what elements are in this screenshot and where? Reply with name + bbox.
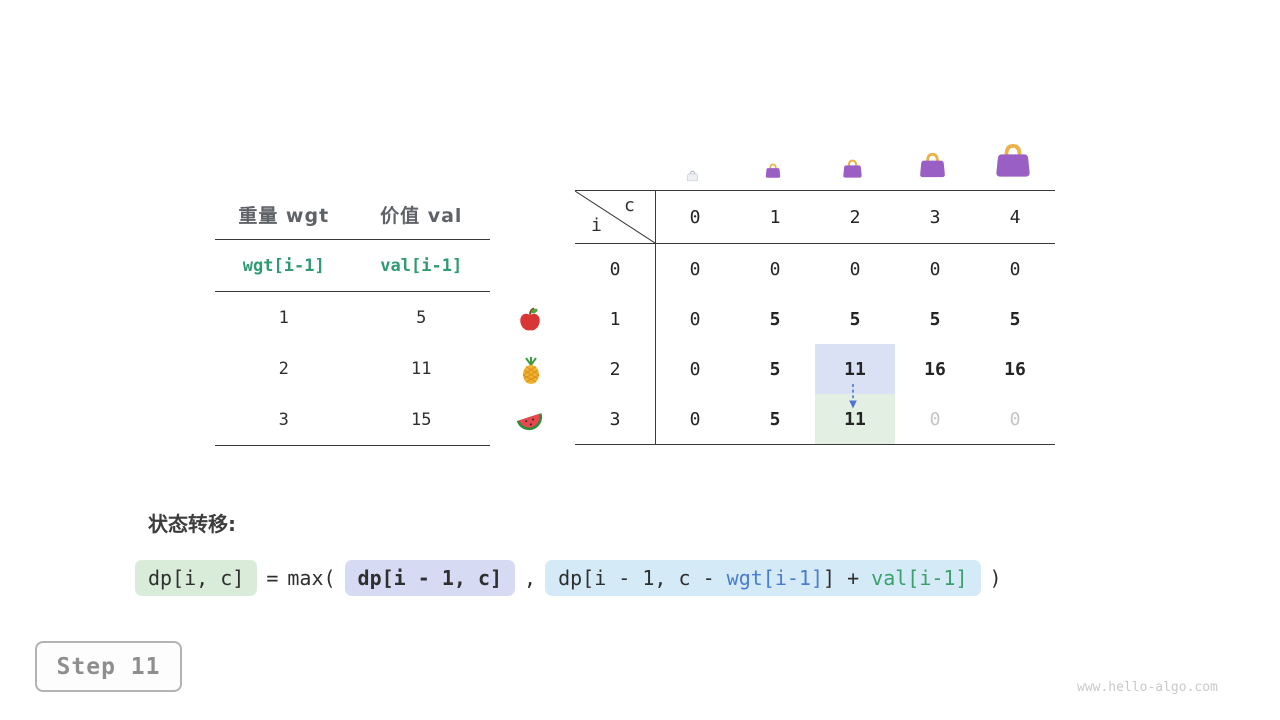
dp-col-header: 1	[769, 206, 781, 228]
keep-item-term: dp[i - 1, c]	[344, 560, 516, 596]
dp-cell: 16	[1004, 358, 1026, 380]
dp-cell: 16	[924, 358, 946, 380]
dp-cell: 5	[1009, 308, 1021, 330]
dp-cell: 0	[689, 408, 701, 430]
dp-target-term: dp[i, c]	[135, 560, 258, 596]
dp-col-headers: 0 1 2 3 4	[655, 191, 1055, 243]
dp-header-row: c i 0 1 2 3 4	[575, 191, 1055, 244]
val-term: val[i-1]	[871, 566, 968, 590]
dp-cell: 0	[769, 258, 781, 280]
dp-row-header: 3	[609, 408, 621, 430]
dp-cell: 11	[815, 394, 895, 444]
item-cell: 2	[278, 358, 289, 379]
watermark: www.hello-algo.com	[1077, 680, 1218, 695]
pineapple-icon	[519, 356, 543, 389]
dp-row: 2 0 5 11 16 16	[575, 344, 1055, 394]
item-cell: 1	[278, 307, 289, 328]
transition-formula: dp[i, c] = max( dp[i - 1, c] , dp[i - 1,…	[135, 560, 1002, 596]
corner-diagonal-line	[575, 191, 655, 243]
item-cell: 5	[416, 307, 427, 328]
item-cell: 3	[278, 409, 289, 430]
dp-corner-cell: c i	[575, 191, 655, 243]
apple-icon	[517, 306, 543, 337]
dp-table: c i 0 1 2 3 4 0 0 0 0 0 0 1 0 5 5 5 5 2 0 5 11 16 16 3 0 5 11 0 0	[575, 190, 1055, 445]
weight-col-header: 重量 wgt	[238, 205, 330, 227]
dp-row-header: 0	[609, 258, 621, 280]
step-badge: Step 11	[35, 641, 182, 692]
dp-cell: 0	[849, 258, 861, 280]
bag-capacity-2-icon	[841, 159, 864, 183]
dp-cell: 0	[1009, 258, 1021, 280]
dp-axis-divider	[655, 191, 656, 444]
equals-sign: =	[266, 566, 279, 590]
dp-col-header: 2	[849, 206, 861, 228]
bag-capacity-3-icon	[917, 152, 948, 183]
item-table-rows: 1 5 2 11 3 15	[215, 292, 490, 446]
dp-cell: 5	[849, 308, 861, 330]
bag-capacity-1-icon	[764, 163, 782, 183]
dp-row: 3 0 5 11 0 0	[575, 394, 1055, 444]
dp-cell: 5	[769, 308, 781, 330]
dp-cell: 0	[929, 408, 941, 430]
item-cell: 11	[411, 358, 432, 379]
dp-cell: 0	[689, 258, 701, 280]
close-paren: )	[989, 566, 1002, 590]
pick-term-mid: ] +	[823, 566, 872, 590]
watermelon-icon	[516, 408, 544, 438]
pick-item-term: dp[i - 1, c - wgt[i-1]] + val[i-1]	[545, 560, 981, 596]
wgt-var-label: wgt[i-1]	[242, 255, 325, 276]
item-cell: 15	[411, 409, 432, 430]
dp-col-header: 0	[689, 206, 701, 228]
empty-bag-icon	[686, 167, 699, 186]
item-table-var-row: wgt[i-1] val[i-1]	[215, 240, 490, 292]
max-open-paren: max(	[287, 566, 336, 590]
dp-cell: 0	[929, 258, 941, 280]
dp-col-header: 3	[929, 206, 941, 228]
val-var-label: val[i-1]	[380, 255, 463, 276]
item-axis-label: i	[591, 215, 602, 236]
comma-separator: ,	[524, 566, 537, 590]
value-col-header: 价值 val	[380, 205, 463, 227]
dp-row: 1 0 5 5 5 5	[575, 294, 1055, 344]
dp-cell: 0	[1009, 408, 1021, 430]
wgt-term: wgt[i-1]	[726, 566, 823, 590]
capacity-axis-label: c	[624, 195, 635, 216]
item-table: 重量 wgt 价值 val wgt[i-1] val[i-1] 1 5 2 11 3 15	[215, 190, 490, 446]
bag-capacity-4-icon	[992, 143, 1034, 183]
dp-cell: 0	[689, 358, 701, 380]
item-table-header-row: 重量 wgt 价值 val	[215, 190, 490, 240]
item-row: 3 15	[215, 394, 490, 445]
pick-term-prefix: dp[i - 1, c -	[558, 566, 727, 590]
dp-cell: 11	[815, 344, 895, 394]
down-arrow-icon	[845, 383, 861, 414]
dp-cell: 5	[769, 408, 781, 430]
dp-row-header: 2	[609, 358, 621, 380]
dp-cell: 0	[689, 308, 701, 330]
dp-cell: 5	[769, 358, 781, 380]
dp-row-header: 1	[609, 308, 621, 330]
dp-cell: 5	[929, 308, 941, 330]
dp-row: 0 0 0 0 0 0	[575, 244, 1055, 294]
state-transition-label: 状态转移:	[148, 512, 236, 536]
dp-col-header: 4	[1009, 206, 1021, 228]
dp-table-body: 0 0 0 0 0 0 1 0 5 5 5 5 2 0 5 11 16 16 3 0 5 11 0 0	[575, 244, 1055, 444]
item-row: 2 11	[215, 343, 490, 394]
